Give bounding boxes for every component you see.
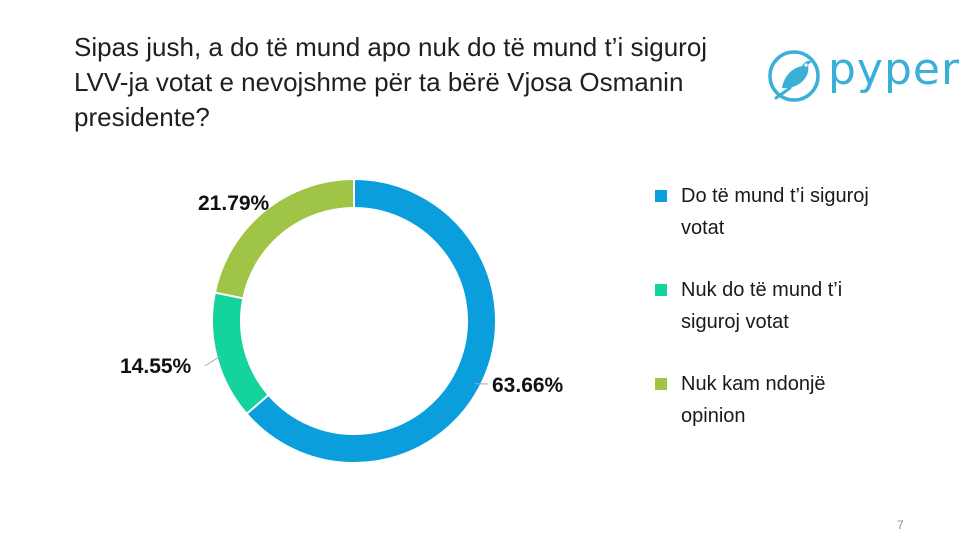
title-line-1: Sipas jush, a do të mund apo nuk do të m… — [74, 32, 708, 62]
data-label-nuk-do-te-mund: 14.55% — [120, 355, 192, 378]
pyper-logo: pyper — [768, 44, 959, 110]
data-label-nuk-kam-opinion: 21.79% — [198, 192, 270, 215]
legend-item-nuk-do-te-mund: Nuk do të mund t’i siguroj votat — [655, 274, 955, 338]
legend-label-line: Nuk do të mund t’i — [681, 279, 843, 301]
legend-item-do-te-mund: Do të mund t’i siguroj votat — [655, 180, 955, 244]
leader-line — [204, 355, 221, 367]
legend-swatch — [655, 378, 667, 390]
donut-slice-nuk-kam-opinion — [213, 177, 355, 300]
page-number: 7 — [897, 518, 904, 532]
legend-label-line: Do të mund t’i siguroj — [681, 185, 869, 207]
donut-slice-do-te-mund — [245, 177, 497, 464]
donut-slice-nuk-do-te-mund — [211, 291, 270, 416]
legend-label-line: opinion — [681, 405, 746, 427]
legend-swatch — [655, 190, 667, 202]
logo-text: pyper — [828, 44, 961, 95]
legend-item-nuk-kam-opinion: Nuk kam ndonjë opinion — [655, 368, 955, 432]
legend-swatch — [655, 284, 667, 296]
legend-label-line: votat — [681, 217, 725, 239]
donut-slices — [211, 177, 497, 464]
data-labels: 63.66% 14.55% 21.79% — [120, 192, 564, 397]
legend-label-line: Nuk kam ndonjë — [681, 373, 826, 395]
title-line-2: LVV-ja votat e nevojshme për ta bërë Vjo… — [74, 67, 684, 97]
data-label-do-te-mund: 63.66% — [492, 374, 564, 397]
slide-title: Sipas jush, a do të mund apo nuk do të m… — [74, 30, 754, 135]
chart-legend: Do të mund t’i siguroj votat Nuk do të m… — [655, 180, 955, 462]
title-line-3: presidente? — [74, 102, 210, 132]
leader-lines — [204, 355, 489, 385]
bird-icon — [768, 50, 820, 102]
legend-label-line: siguroj votat — [681, 311, 789, 333]
